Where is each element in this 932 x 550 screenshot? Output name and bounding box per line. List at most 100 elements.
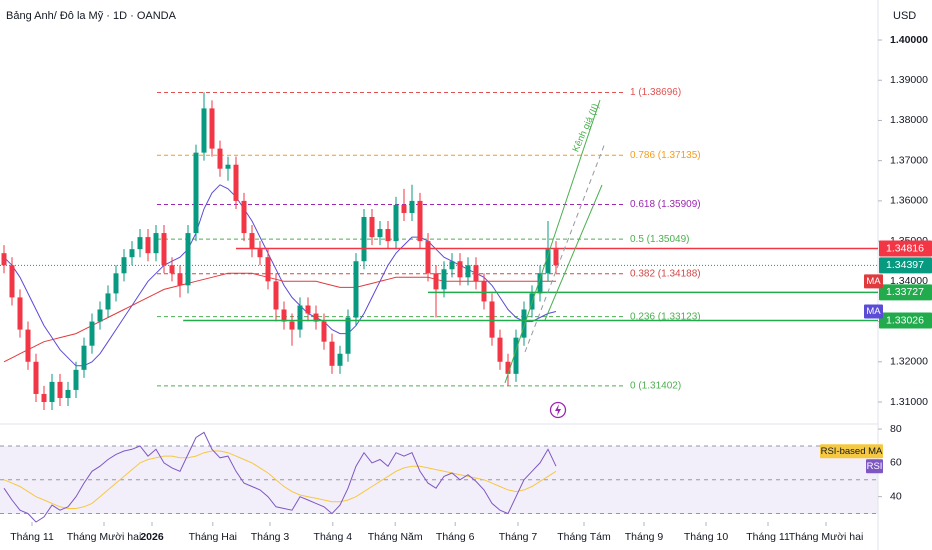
price-tag-label: 1.33727 <box>886 286 924 298</box>
candle-body <box>553 249 559 266</box>
candle-body <box>377 229 383 238</box>
candle-body <box>161 233 167 266</box>
candle-body <box>233 164 239 201</box>
candle-body <box>337 353 343 366</box>
fib-label: 0.786 (1.37135) <box>630 150 701 161</box>
candle-body <box>105 293 111 310</box>
channel-lower <box>544 184 603 321</box>
candle-body <box>417 200 423 242</box>
plot: 1.400001.390001.380001.370001.360001.350… <box>0 34 932 543</box>
candle-body <box>65 389 71 398</box>
candle-body <box>241 200 247 234</box>
candle-body <box>57 381 63 398</box>
candle-body <box>145 237 151 254</box>
candle-body <box>489 301 495 338</box>
candle-body <box>225 164 231 169</box>
ma-tag-label: MA <box>866 276 881 287</box>
candle-body <box>201 108 207 153</box>
alert-circle[interactable] <box>549 401 567 419</box>
candle-body <box>185 233 191 286</box>
x-tick-label: Tháng Tám <box>557 531 611 543</box>
candle-body <box>425 241 431 274</box>
x-tick-label: Tháng Năm <box>368 531 423 543</box>
candle-body <box>1 253 7 266</box>
y-tick-label: 1.37000 <box>890 154 928 166</box>
candle-body <box>17 297 23 330</box>
x-tick-label: Tháng Mười hai <box>67 531 142 543</box>
candle-body <box>393 204 399 242</box>
candle-body <box>89 321 95 346</box>
fib-label: 1 (1.38696) <box>630 87 681 98</box>
candle-body <box>305 305 311 314</box>
candle-body <box>113 273 119 294</box>
price-tag <box>879 240 932 257</box>
price-tag <box>879 312 932 329</box>
alert-icon[interactable] <box>549 401 567 419</box>
rsi-line <box>3 450 557 509</box>
candle-body <box>329 341 335 366</box>
candle-body <box>137 237 143 250</box>
x-tick-label: Tháng Mười hai <box>789 531 864 543</box>
channel-mid <box>524 142 606 353</box>
x-tick-label: Tháng 10 <box>684 531 729 543</box>
rsi-line <box>3 431 557 523</box>
rsi-tag <box>866 459 883 474</box>
candle-body <box>385 229 391 242</box>
candle-body <box>153 233 159 254</box>
candle-body <box>129 249 135 258</box>
candle-body <box>473 265 479 282</box>
candle-body <box>273 281 279 310</box>
candle-body <box>345 317 351 354</box>
candle-body <box>25 329 31 362</box>
x-tick-label: Tháng 6 <box>436 531 475 543</box>
y-tick-label: 1.38000 <box>890 114 928 126</box>
y-tick-label: 1.36000 <box>890 195 928 207</box>
ma-line <box>3 184 557 367</box>
x-tick-label: 2026 <box>140 531 164 543</box>
ma-tag-label: MA <box>866 306 881 317</box>
candle-body <box>353 261 359 318</box>
y-tick-label: 1.32000 <box>890 356 928 368</box>
candle-body <box>257 249 263 258</box>
candle-body <box>537 273 543 294</box>
candle-body <box>281 309 287 322</box>
x-tick-label: Tháng 11 <box>746 531 790 543</box>
rsi-tag <box>820 444 883 459</box>
x-tick-label: Tháng 3 <box>251 531 290 543</box>
candle-body <box>177 273 183 286</box>
candle-body <box>497 337 503 362</box>
y-tick-label: 1.39000 <box>890 74 928 86</box>
y-tick-label: 1.34000 <box>890 275 928 287</box>
price-tag-label: 1.33026 <box>886 314 924 326</box>
candle-body <box>49 381 55 402</box>
candle-body <box>73 369 79 390</box>
channel-upper <box>504 99 601 384</box>
candle-body <box>169 265 175 274</box>
candle-body <box>505 361 511 374</box>
candle-body <box>457 261 463 278</box>
rsi-tick-label: 60 <box>890 457 902 469</box>
candle-body <box>449 261 455 270</box>
candle-body <box>441 269 447 290</box>
candle-body <box>321 321 327 342</box>
fib-label: 0.5 (1.35049) <box>630 234 690 245</box>
candle-body <box>433 273 439 290</box>
price-tag <box>879 284 932 301</box>
candle-body <box>81 345 87 370</box>
x-tick-label: Tháng 4 <box>314 531 353 543</box>
x-tick-label: Tháng 11 <box>10 531 54 543</box>
y-tick-label: 1.40000 <box>890 34 928 46</box>
rsi-tick-label: 80 <box>890 423 902 435</box>
ma-tag <box>864 304 883 319</box>
alert-bolt[interactable] <box>555 404 561 416</box>
price-tag-label: 1.34816 <box>886 242 924 254</box>
x-tick-label: Tháng Hai <box>189 531 237 543</box>
candle-body <box>9 265 15 298</box>
y-tick-label: 1.31000 <box>890 396 928 408</box>
candle-body <box>193 152 199 234</box>
fib-label: 0 (1.31402) <box>630 380 681 391</box>
candle-body <box>265 257 271 282</box>
candle-body <box>97 309 103 322</box>
x-tick-label: Tháng 7 <box>499 531 538 543</box>
